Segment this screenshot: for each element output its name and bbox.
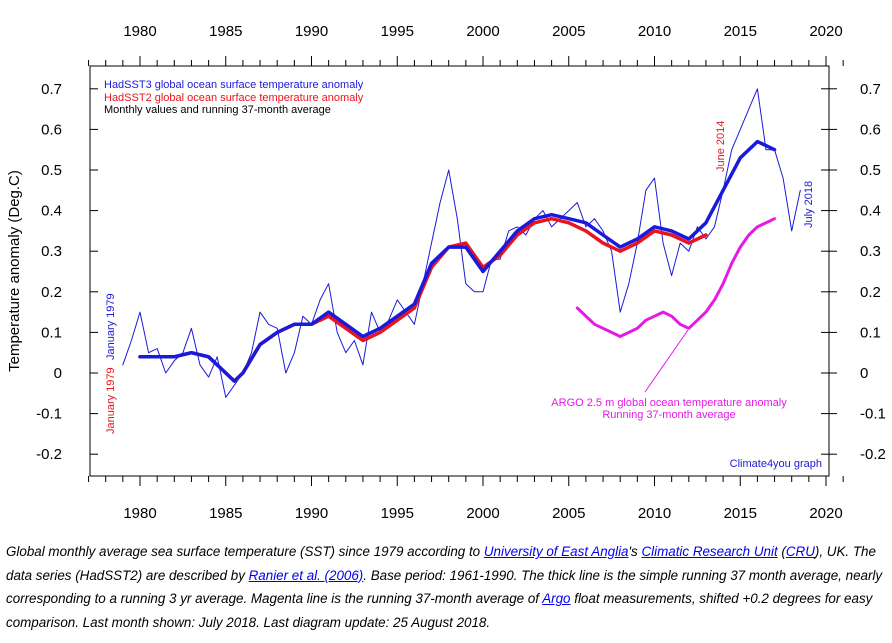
x-ticks-bottom: 1980 1985 1990 1995 2000 2005 2010 2015 2020 [88, 476, 844, 522]
chart: 1980 1985 1990 1995 2000 2005 2010 2015 2020 198… [6, 23, 886, 522]
caption-text: float measurements, shifted +0.2 degrees… [6, 591, 873, 630]
x-tick-label-bottom: 1980 [123, 505, 156, 522]
x-tick-label-top: 2000 [466, 23, 499, 40]
plot-frame [89, 65, 830, 477]
x-tick-label-top: 1995 [381, 23, 414, 40]
legend-hadsst2: HadSST2 global ocean surface temperature… [104, 92, 364, 104]
x-tick-label-top: 1990 [295, 23, 328, 40]
y-tick-label-right: -0.1 [860, 406, 886, 423]
y-tick-label-left: 0.6 [41, 121, 62, 138]
x-tick-label-top: 2005 [552, 23, 585, 40]
caption-text: 's [628, 544, 642, 559]
y-tick-label-left: -0.1 [36, 406, 62, 423]
y-tick-label-left: 0.7 [41, 81, 62, 98]
x-tick-label-bottom: 2010 [638, 505, 671, 522]
y-tick-label-left: 0 [54, 365, 62, 382]
x-tick-label-top: 2015 [724, 23, 757, 40]
series-line-1 [138, 139, 777, 383]
y-tick-label-right: 0.1 [860, 324, 881, 341]
legend-monthly: Monthly values and running 37-month aver… [104, 104, 331, 116]
figure-caption: Global monthly average sea surface tempe… [6, 540, 886, 634]
y-tick-label-right: 0.7 [860, 81, 881, 98]
series-line-2 [138, 216, 708, 383]
caption-text: ), UK. The data series (HadSST2) are des… [6, 544, 876, 583]
y-ticks-right: 0.7 0.6 0.5 0.4 0.3 0.2 0.1 0 -0.1 -0.2 [821, 81, 886, 463]
x-tick-label-top: 2010 [638, 23, 671, 40]
x-tick-label-bottom: 2005 [552, 505, 585, 522]
y-tick-label-left: 0.4 [41, 203, 62, 220]
x-tick-label-bottom: 2020 [809, 505, 842, 522]
x-tick-label-top: 1980 [123, 23, 156, 40]
caption-text: ( [777, 544, 786, 559]
uea-link[interactable]: University of East Anglia [483, 544, 629, 559]
annotation-jan1979-red: January 1979 [105, 367, 117, 434]
series-line-0 [122, 88, 801, 398]
y-tick-label-left: 0.5 [41, 162, 62, 179]
y-tick-label-right: 0.4 [860, 203, 881, 220]
x-tick-label-bottom: 2015 [724, 505, 757, 522]
x-tick-label-bottom: 1985 [209, 505, 242, 522]
x-tick-label-bottom: 1995 [381, 505, 414, 522]
argo-pointer-line [644, 329, 689, 393]
y-tick-label-right: 0 [860, 365, 868, 382]
x-tick-label-bottom: 1990 [295, 505, 328, 522]
cru-link[interactable]: Climatic Research Unit [641, 544, 778, 559]
y-tick-label-left: 0.1 [41, 324, 62, 341]
annotation-credit: Climate4you graph [730, 458, 822, 470]
annotation-july2018: July 2018 [803, 181, 815, 228]
y-tick-label-left: 0.2 [41, 284, 62, 301]
annotation-june2014: June 2014 [715, 121, 727, 172]
cru-abbrev-link[interactable]: CRU [785, 544, 815, 559]
y-tick-label-right: 0.5 [860, 162, 881, 179]
argo-link[interactable]: Argo [542, 591, 571, 607]
ranier-link[interactable]: Ranier et al. (2006) [248, 567, 364, 583]
x-tick-label-top: 2020 [809, 23, 842, 40]
annotation-jan1979-blue: January 1979 [105, 293, 117, 360]
legend-hadsst3: HadSST3 global ocean surface temperature… [104, 79, 364, 91]
caption-text: . Base period: 1961-1990. The thick line… [6, 567, 883, 607]
series-line-3 [575, 217, 776, 338]
x-tick-label-bottom: 2000 [466, 505, 499, 522]
series-layer [122, 88, 801, 398]
y-tick-label-right: -0.2 [860, 446, 886, 463]
caption-text: Global monthly average sea surface tempe… [6, 544, 484, 559]
y-axis-label: Temperature anomaly (Deg.C) [6, 170, 23, 372]
annotation-argo-line2: Running 37-month average [602, 409, 735, 421]
x-tick-label-top: 1985 [209, 23, 242, 40]
y-tick-label-left: -0.2 [36, 446, 62, 463]
x-ticks-top: 1980 1985 1990 1995 2000 2005 2010 2015 2020 [88, 23, 844, 66]
y-tick-label-right: 0.3 [860, 243, 881, 260]
y-ticks-left: 0.7 0.6 0.5 0.4 0.3 0.2 0.1 0 -0.1 -0.2 [36, 81, 98, 463]
y-tick-label-right: 0.6 [860, 121, 881, 138]
annotation-argo-line1: ARGO 2.5 m global ocean temperature anom… [551, 397, 787, 409]
y-tick-label-left: 0.3 [41, 243, 62, 260]
y-tick-label-right: 0.2 [860, 284, 881, 301]
